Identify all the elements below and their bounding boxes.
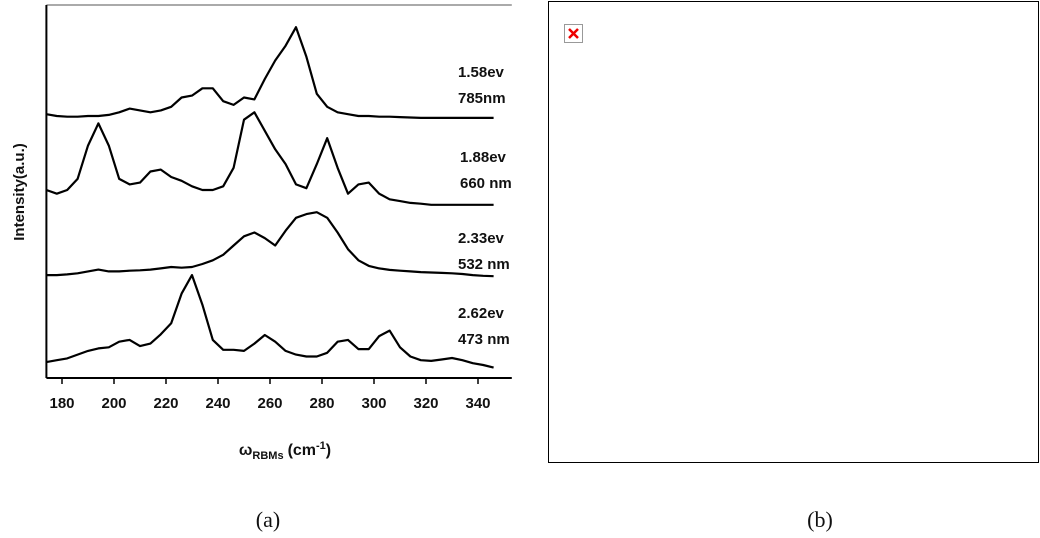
legend-label: 532 nm xyxy=(458,256,510,273)
x-tick-label: 240 xyxy=(205,395,230,412)
energy-label: 1.88ev xyxy=(460,149,507,166)
energy-label: 2.33ev xyxy=(458,230,505,247)
x-tick-label: 320 xyxy=(413,395,438,412)
spectrum-line xyxy=(46,211,494,278)
x-tick-label: 280 xyxy=(309,395,334,412)
x-tick-label: 260 xyxy=(257,395,282,412)
y-axis-label: Intensity(a.u.) xyxy=(11,143,28,241)
x-tick-label: 220 xyxy=(153,395,178,412)
x-tick-label: 340 xyxy=(465,395,490,412)
legend-label: 785nm xyxy=(458,90,506,107)
energy-label: 1.58ev xyxy=(458,64,505,81)
broken-image-icon xyxy=(564,24,583,43)
spectrum-line xyxy=(46,26,494,119)
x-axis-label: ωRBMs (cm-1) xyxy=(239,440,331,462)
x-tick-label: 200 xyxy=(101,395,126,412)
energy-label: 2.62ev xyxy=(458,305,505,322)
panel-b-frame xyxy=(548,1,1039,463)
x-tick-label: 180 xyxy=(49,395,74,412)
x-tick-label: 300 xyxy=(361,395,386,412)
spectrum-line xyxy=(46,111,494,206)
spectrum-line xyxy=(46,274,494,369)
caption: (b) xyxy=(807,507,833,532)
legend-label: 473 nm xyxy=(458,331,510,348)
legend-label: 660 nm xyxy=(460,175,512,192)
caption: (a) xyxy=(256,507,280,532)
